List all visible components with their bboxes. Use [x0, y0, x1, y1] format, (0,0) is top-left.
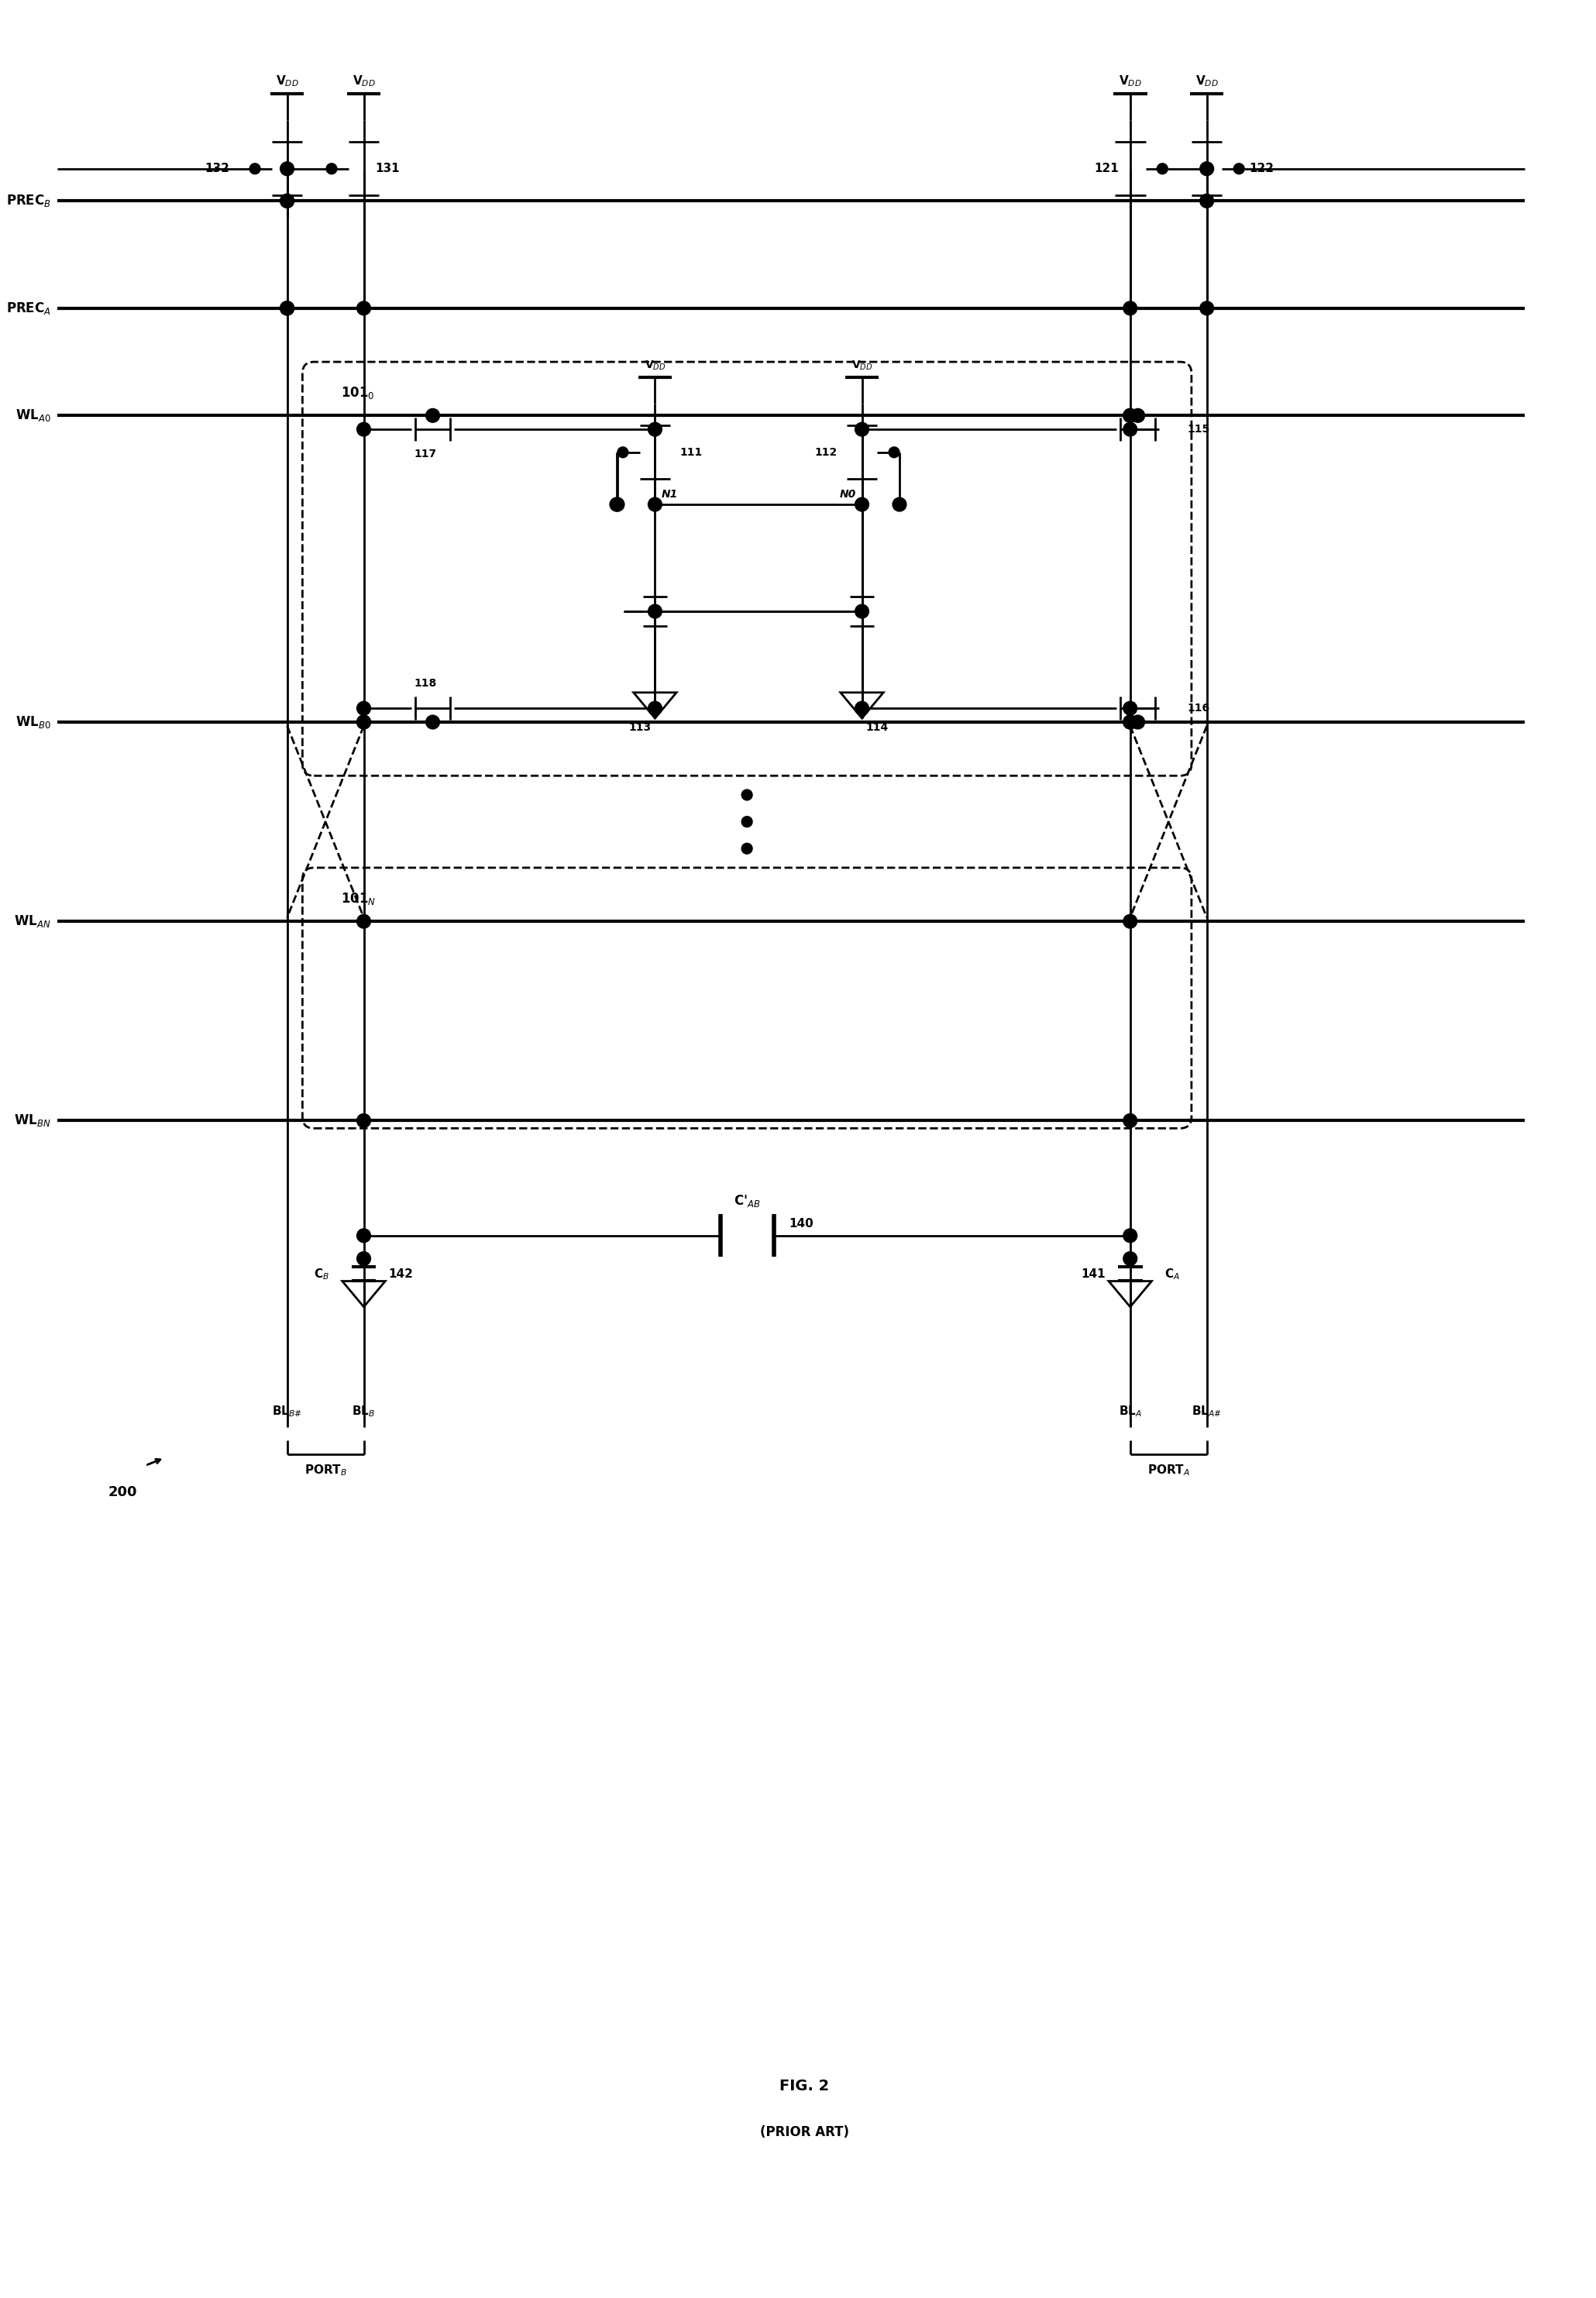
- Circle shape: [1132, 409, 1144, 423]
- Text: 141: 141: [1080, 1268, 1106, 1280]
- Circle shape: [281, 193, 294, 207]
- Text: V$_{DD}$: V$_{DD}$: [276, 74, 298, 87]
- Circle shape: [358, 423, 370, 437]
- Text: PREC$_A$: PREC$_A$: [6, 301, 51, 315]
- Text: 118: 118: [413, 678, 436, 689]
- Circle shape: [358, 1229, 370, 1243]
- Text: BL$_{B\#}$: BL$_{B\#}$: [271, 1404, 302, 1418]
- Text: 114: 114: [865, 722, 889, 733]
- Circle shape: [358, 301, 370, 315]
- Circle shape: [426, 409, 439, 423]
- Circle shape: [742, 816, 752, 827]
- Text: 101$_N$: 101$_N$: [342, 892, 375, 905]
- Circle shape: [648, 701, 662, 715]
- Circle shape: [855, 604, 868, 618]
- Circle shape: [1124, 1229, 1136, 1243]
- Text: V$_{DD}$: V$_{DD}$: [645, 358, 666, 372]
- Circle shape: [358, 915, 370, 928]
- Text: C$_A$: C$_A$: [1165, 1266, 1179, 1282]
- Text: 113: 113: [629, 722, 651, 733]
- Text: C'$_{AB}$: C'$_{AB}$: [734, 1193, 760, 1209]
- Text: 131: 131: [375, 163, 399, 175]
- Circle shape: [1200, 161, 1213, 175]
- Text: WL$_{A0}$: WL$_{A0}$: [16, 407, 51, 423]
- Circle shape: [1132, 715, 1144, 728]
- Circle shape: [648, 423, 662, 437]
- Text: N0: N0: [839, 489, 855, 501]
- Text: 122: 122: [1250, 163, 1274, 175]
- Circle shape: [610, 499, 624, 512]
- Text: BL$_A$: BL$_A$: [1119, 1404, 1141, 1418]
- Text: 142: 142: [388, 1268, 413, 1280]
- Text: 112: 112: [814, 446, 838, 457]
- Circle shape: [742, 843, 752, 855]
- Circle shape: [1200, 301, 1213, 315]
- Text: N1: N1: [661, 489, 678, 501]
- Text: 121: 121: [1095, 163, 1119, 175]
- Text: 115: 115: [1187, 423, 1210, 434]
- Circle shape: [1124, 715, 1136, 728]
- Circle shape: [889, 446, 900, 457]
- Circle shape: [1124, 915, 1136, 928]
- Circle shape: [249, 163, 260, 175]
- Text: V$_{DD}$: V$_{DD}$: [851, 358, 873, 372]
- Text: PORT$_B$: PORT$_B$: [305, 1464, 346, 1478]
- Circle shape: [1124, 1115, 1136, 1128]
- Circle shape: [1124, 423, 1136, 437]
- Text: 116: 116: [1187, 703, 1210, 715]
- Circle shape: [1124, 715, 1136, 728]
- Circle shape: [618, 446, 629, 457]
- Circle shape: [281, 301, 294, 315]
- Circle shape: [648, 499, 662, 512]
- Text: 140: 140: [788, 1218, 814, 1229]
- Text: PORT$_A$: PORT$_A$: [1148, 1464, 1189, 1478]
- Circle shape: [1157, 163, 1168, 175]
- Circle shape: [1200, 193, 1213, 207]
- Circle shape: [742, 791, 752, 800]
- Circle shape: [1124, 1252, 1136, 1266]
- Text: WL$_{BN}$: WL$_{BN}$: [14, 1112, 51, 1128]
- Text: 101$_0$: 101$_0$: [342, 384, 375, 400]
- Circle shape: [1124, 701, 1136, 715]
- Circle shape: [1124, 301, 1136, 315]
- Text: C$_B$: C$_B$: [314, 1266, 329, 1282]
- Text: V$_{DD}$: V$_{DD}$: [353, 74, 375, 87]
- Text: V$_{DD}$: V$_{DD}$: [1119, 74, 1141, 87]
- Circle shape: [1124, 409, 1136, 423]
- Text: FIG. 2: FIG. 2: [779, 2080, 830, 2093]
- Text: 200: 200: [109, 1485, 137, 1498]
- Text: 111: 111: [680, 446, 702, 457]
- Circle shape: [281, 301, 294, 315]
- Circle shape: [358, 715, 370, 728]
- Circle shape: [281, 193, 294, 207]
- Circle shape: [358, 1115, 370, 1128]
- Circle shape: [855, 423, 868, 437]
- Circle shape: [855, 701, 868, 715]
- Circle shape: [426, 715, 439, 728]
- Text: WL$_{B0}$: WL$_{B0}$: [16, 715, 51, 731]
- Circle shape: [611, 499, 624, 512]
- Circle shape: [358, 715, 370, 728]
- Circle shape: [281, 161, 294, 175]
- Circle shape: [892, 499, 907, 512]
- Text: BL$_{A\#}$: BL$_{A\#}$: [1192, 1404, 1223, 1418]
- Text: (PRIOR ART): (PRIOR ART): [760, 2126, 849, 2139]
- Circle shape: [358, 701, 370, 715]
- Circle shape: [1234, 163, 1245, 175]
- Text: WL$_{AN}$: WL$_{AN}$: [14, 915, 51, 928]
- Text: V$_{DD}$: V$_{DD}$: [1195, 74, 1218, 87]
- Text: PREC$_B$: PREC$_B$: [6, 193, 51, 209]
- Text: 132: 132: [204, 163, 230, 175]
- Text: 117: 117: [413, 448, 436, 460]
- Circle shape: [855, 499, 868, 512]
- Circle shape: [326, 163, 337, 175]
- Circle shape: [281, 301, 294, 315]
- Text: BL$_B$: BL$_B$: [353, 1404, 375, 1418]
- Circle shape: [358, 1252, 370, 1266]
- Circle shape: [1124, 409, 1136, 423]
- Circle shape: [648, 604, 662, 618]
